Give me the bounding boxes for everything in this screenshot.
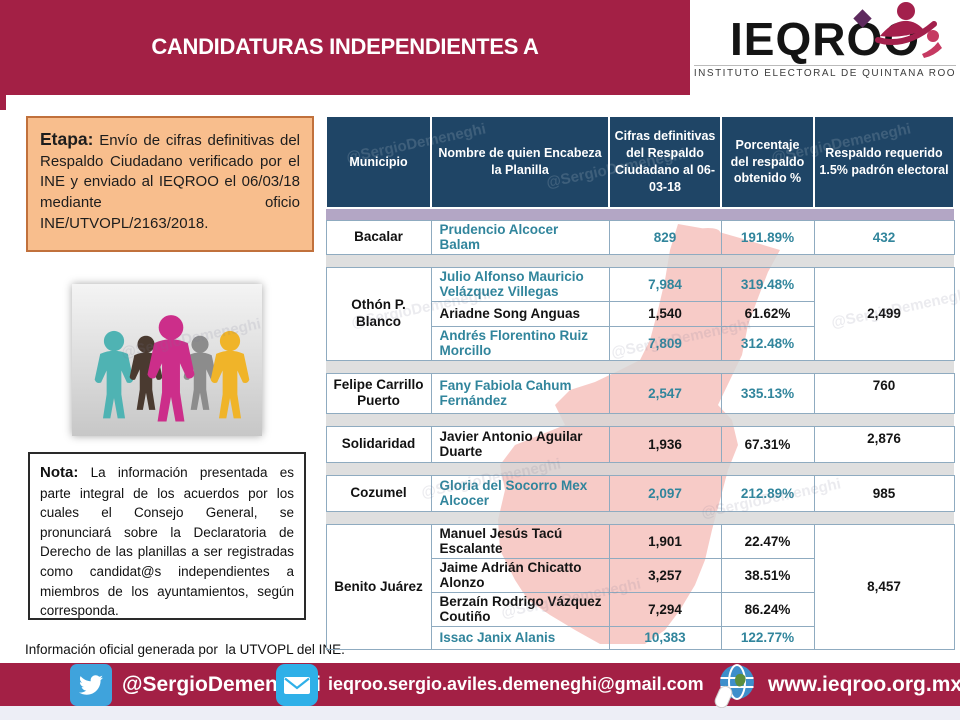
pct-cell: 335.13% bbox=[720, 372, 815, 414]
cifras-cell: 7,984 bbox=[608, 266, 722, 302]
bottom-strip bbox=[0, 706, 960, 720]
etapa-box: Etapa: Envío de cifras definitivas del R… bbox=[26, 116, 314, 252]
nota-label: Nota: bbox=[40, 464, 79, 481]
pct-cell: 86.24% bbox=[720, 591, 815, 627]
nota-box: Nota: La información presentada es parte… bbox=[28, 452, 306, 620]
pct-cell: 61.62% bbox=[720, 300, 815, 327]
municipio-cell: Solidaridad bbox=[325, 425, 432, 463]
requerido-cell: 2,876 bbox=[813, 425, 955, 463]
pct-cell: 312.48% bbox=[720, 325, 815, 361]
name-cell: Gloria del Socorro Mex Alcocer bbox=[430, 474, 610, 512]
pct-cell: 22.47% bbox=[720, 523, 815, 559]
globe-icon bbox=[714, 663, 754, 708]
footer: @SergioDemeneghi ieqroo.sergio.aviles.de… bbox=[0, 662, 960, 708]
table-header-row: Municipio Nombre de quien Encabeza la Pl… bbox=[325, 115, 955, 209]
twitter-handle-group: @SergioDemeneghi bbox=[70, 663, 322, 706]
divider-gray bbox=[326, 462, 954, 476]
requerido-cell: 8,457 bbox=[813, 523, 955, 650]
name-cell: Jaime Adrián Chicatto Alonzo bbox=[430, 557, 610, 593]
col-header-requerido: Respaldo requerido 1.5% padrón electoral bbox=[813, 115, 955, 209]
divider-gray bbox=[326, 254, 954, 268]
name-cell: Berzaín Rodrigo Vázquez Coutiño bbox=[430, 591, 610, 627]
name-cell: Julio Alfonso Mauricio Velázquez Villega… bbox=[430, 266, 610, 302]
col-header-cifras: Cifras definitivas del Respaldo Ciudadan… bbox=[608, 115, 722, 209]
divider-gray bbox=[326, 511, 954, 525]
cifras-cell: 3,257 bbox=[608, 557, 722, 593]
municipio-cell: Bacalar bbox=[325, 219, 432, 255]
name-cell: Prudencio Alcocer Balam bbox=[430, 219, 610, 255]
col-header-municipio: Municipio bbox=[325, 115, 432, 209]
cifras-cell: 2,547 bbox=[608, 372, 722, 414]
name-cell: Javier Antonio Aguilar Duarte bbox=[430, 425, 610, 463]
municipio-cell: Cozumel bbox=[325, 474, 432, 512]
table-row: Issac Janix Alanis 10,383 122.77% bbox=[326, 625, 954, 650]
etapa-text: Envío de cifras definitivas del Respaldo… bbox=[40, 132, 300, 232]
requerido-cell: 985 bbox=[813, 474, 955, 512]
cifras-cell: 10,383 bbox=[608, 625, 722, 650]
pct-cell: 122.77% bbox=[720, 625, 815, 650]
people-icon bbox=[94, 315, 250, 422]
municipio-cell: Othón P. Blanco bbox=[325, 266, 432, 361]
cifras-cell: 2,097 bbox=[608, 474, 722, 512]
pct-cell: 191.89% bbox=[720, 219, 815, 255]
pct-cell: 319.48% bbox=[720, 266, 815, 302]
cifras-cell: 1,540 bbox=[608, 300, 722, 327]
nota-text: La información presentada es parte integ… bbox=[40, 465, 294, 619]
pct-cell: 212.89% bbox=[720, 474, 815, 512]
cifras-cell: 1,901 bbox=[608, 523, 722, 559]
title-banner: RESPALDO CIUDADANO DE ASPIRANTES A CANDI… bbox=[0, 0, 690, 145]
email-address: ieqroo.sergio.aviles.demeneghi@gmail.com bbox=[328, 674, 704, 694]
table-row: Berzaín Rodrigo Vázquez Coutiño 7,294 86… bbox=[326, 591, 954, 627]
pct-cell: 67.31% bbox=[720, 425, 815, 463]
left-edge-accent bbox=[0, 95, 6, 110]
logo-figures-icon bbox=[853, 2, 943, 58]
logo-subtitle: INSTITUTO ELECTORAL DE QUINTANA ROO bbox=[693, 65, 957, 79]
divider-lavender bbox=[326, 208, 954, 220]
respaldo-table: Municipio Nombre de quien Encabeza la Pl… bbox=[325, 115, 955, 650]
cifras-cell: 7,294 bbox=[608, 591, 722, 627]
name-cell: Andrés Florentino Ruiz Morcillo bbox=[430, 325, 610, 361]
ieqroo-logo: IEQROO INSTITUTO ELECTORAL DE QUINTANA R… bbox=[690, 0, 960, 95]
table-row: Cozumel Gloria del Socorro Mex Alcocer 2… bbox=[325, 474, 955, 512]
requerido-cell: 760 bbox=[813, 372, 955, 414]
table-row: Jaime Adrián Chicatto Alonzo 3,257 38.51… bbox=[326, 557, 954, 593]
website-url: www.ieqroo.org.mx bbox=[768, 672, 960, 696]
name-cell: Manuel Jesús Tacú Escalante bbox=[430, 523, 610, 559]
cifras-cell: 829 bbox=[608, 219, 722, 255]
cifras-cell: 1,936 bbox=[608, 425, 722, 463]
title-line-2: CANDIDATURAS INDEPENDIENTES A bbox=[151, 34, 539, 60]
website-group: www.ieqroo.org.mx bbox=[712, 662, 960, 708]
col-header-porcentaje: Porcentaje del respaldo obtenido % bbox=[720, 115, 815, 209]
name-cell: Issac Janix Alanis bbox=[430, 625, 610, 650]
email-icon bbox=[276, 663, 318, 706]
requerido-cell: 432 bbox=[813, 219, 955, 255]
people-illustration bbox=[72, 284, 262, 436]
pct-cell: 38.51% bbox=[720, 557, 815, 593]
twitter-handle: @SergioDemeneghi bbox=[122, 672, 322, 696]
respaldo-table-container: Municipio Nombre de quien Encabeza la Pl… bbox=[325, 115, 955, 650]
table-row: Benito Juárez Manuel Jesús Tacú Escalant… bbox=[325, 523, 955, 650]
table-row: Felipe Carrillo Puerto Fany Fabiola Cahu… bbox=[325, 372, 955, 414]
name-cell: Ariadne Song Anguas bbox=[430, 300, 610, 327]
name-cell: Fany Fabiola Cahum Fernández bbox=[430, 372, 610, 414]
col-header-nombre: Nombre de quien Encabeza la Planilla bbox=[430, 115, 610, 209]
divider-gray bbox=[326, 360, 954, 374]
table-row: Bacalar Prudencio Alcocer Balam 829 191.… bbox=[325, 219, 955, 255]
divider-gray bbox=[326, 413, 954, 427]
table-row: Othón P. Blanco Julio Alfonso Mauricio V… bbox=[325, 266, 955, 361]
table-row: Andrés Florentino Ruiz Morcillo 7,809 31… bbox=[326, 325, 954, 361]
municipio-cell: Felipe Carrillo Puerto bbox=[325, 372, 432, 414]
etapa-label: Etapa: bbox=[40, 129, 94, 149]
twitter-icon bbox=[70, 663, 112, 706]
table-row: Solidaridad Javier Antonio Aguilar Duart… bbox=[325, 425, 955, 463]
municipio-cell: Benito Juárez bbox=[325, 523, 432, 650]
email-group: ieqroo.sergio.aviles.demeneghi@gmail.com bbox=[276, 663, 704, 706]
requerido-cell: 2,499 bbox=[813, 266, 955, 361]
cifras-cell: 7,809 bbox=[608, 325, 722, 361]
footnote: Información oficial generada por la UTVO… bbox=[25, 642, 345, 657]
